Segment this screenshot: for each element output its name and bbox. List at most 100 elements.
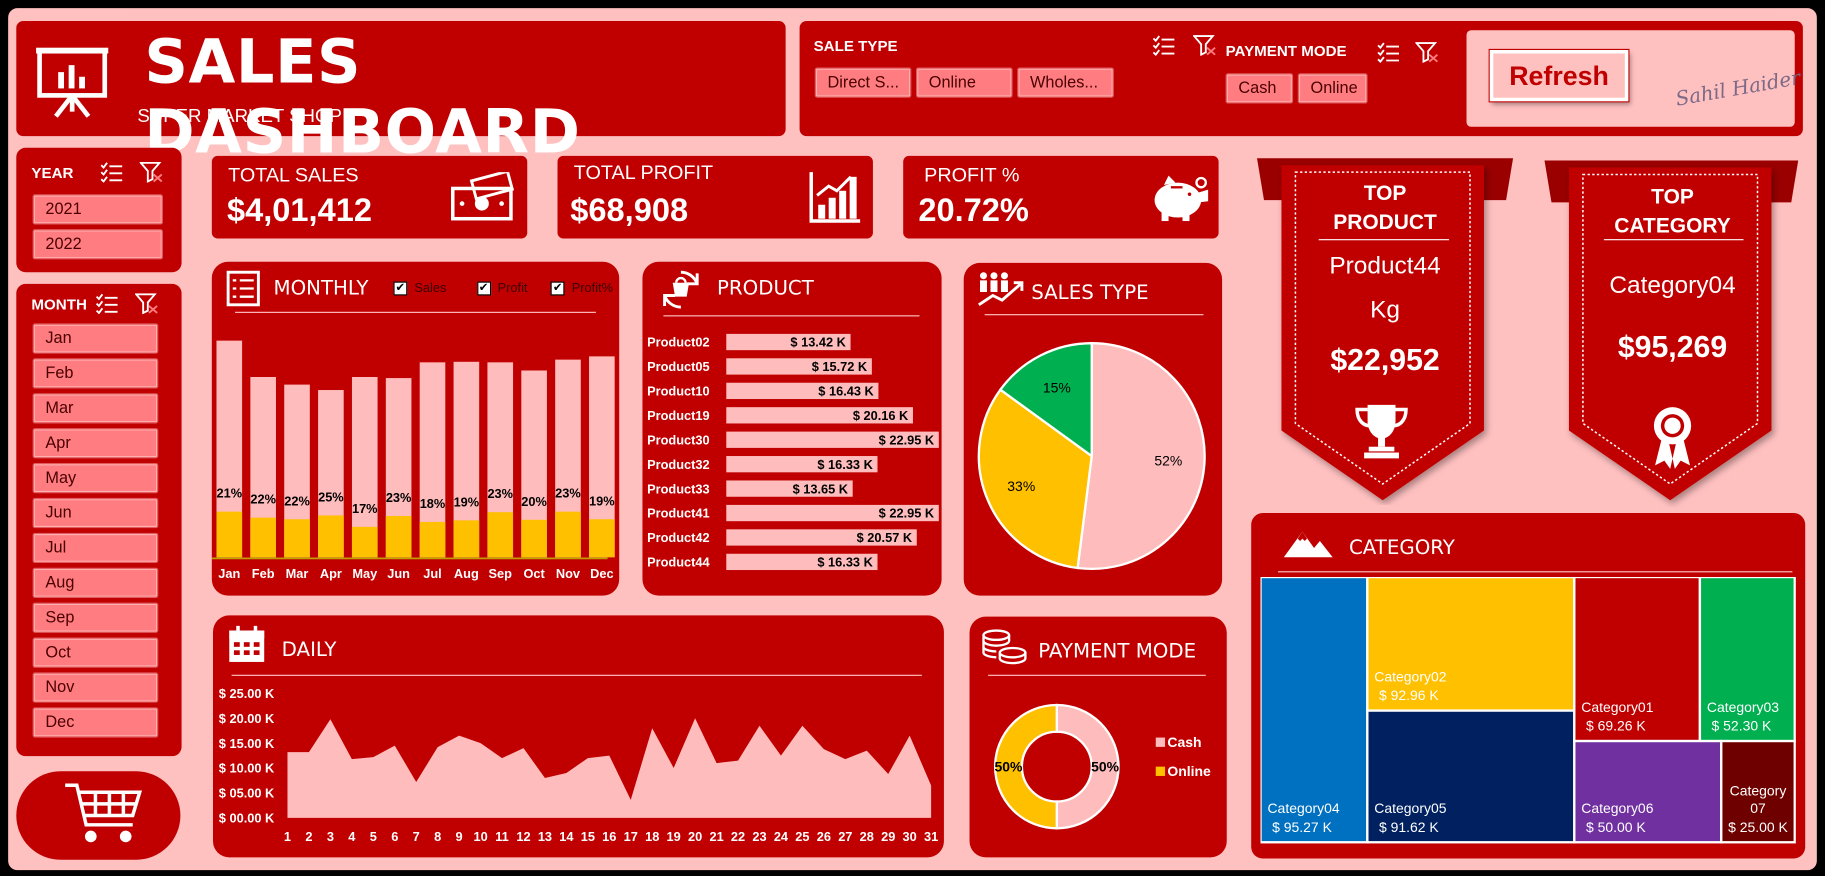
product-tick-product05: Product05 <box>647 359 710 374</box>
shopping-cart-icon <box>65 783 143 843</box>
daily-x-tick-5: 5 <box>370 829 377 844</box>
daily-x-tick-19: 19 <box>667 829 681 844</box>
product-tick-product10: Product10 <box>647 384 710 399</box>
treemap-value-0: $ 95.27 K <box>1272 819 1332 835</box>
year-2021[interactable]: 2021 <box>32 194 163 225</box>
pie-slice-1 <box>977 388 1093 570</box>
treemap-value-3: $ 69.26 K <box>1586 718 1646 734</box>
treemap-value-5: $ 50.00 K <box>1586 819 1646 835</box>
daily-x-tick-8: 8 <box>434 829 441 844</box>
product-bar-product30 <box>726 431 939 448</box>
multi-select-icon[interactable] <box>1377 42 1400 63</box>
daily-x-tick-25: 25 <box>795 829 809 844</box>
clear-filter-icon[interactable] <box>1192 35 1216 56</box>
treemap-tile-0 <box>1260 577 1369 844</box>
mountain-icon <box>1283 531 1333 558</box>
divider <box>1277 571 1793 573</box>
month-may[interactable]: May <box>32 463 159 494</box>
treemap-tile-4 <box>1698 577 1796 743</box>
award-badge-icon <box>1653 407 1692 469</box>
daily-x-tick-20: 20 <box>688 829 702 844</box>
month-apr[interactable]: Apr <box>32 428 159 459</box>
treemap-tile-3 <box>1573 577 1702 743</box>
profit-bar-feb <box>250 517 276 558</box>
month-feb[interactable]: Feb <box>32 358 159 389</box>
treemap-value-1: $ 92.96 K <box>1379 687 1439 703</box>
daily-area <box>287 718 932 818</box>
top-category-ribbon <box>1544 160 1799 501</box>
category-panel: CATEGORY Category04 $ 95.27 K Category02 $ … <box>1251 513 1806 859</box>
month-jul[interactable]: Jul <box>32 532 159 564</box>
month-tick-sep: Sep <box>489 566 513 581</box>
profit-bar-jul <box>419 521 446 558</box>
multi-select-icon[interactable] <box>100 162 123 183</box>
product-bar-product42 <box>726 529 917 546</box>
profit-pct-label-dec: 19% <box>589 493 615 508</box>
top-category-title-1: TOP <box>1651 184 1694 209</box>
product-title: PRODUCT <box>716 276 814 301</box>
sale-type-direct[interactable]: Direct S... <box>814 67 912 98</box>
treemap-name-2: Category05 <box>1374 800 1446 816</box>
multi-select-icon[interactable] <box>95 293 118 315</box>
profit-pct-label-aug: 19% <box>454 494 480 509</box>
profit-pct-label-apr: 25% <box>318 489 344 504</box>
daily-x-tick-7: 7 <box>413 829 420 844</box>
payment-mode-donut-chart: 50% 50% Cash Online <box>993 703 1211 830</box>
month-nov[interactable]: Nov <box>32 672 159 703</box>
month-jun[interactable]: Jun <box>32 497 159 529</box>
product-bar-product19 <box>726 407 913 424</box>
filter-panel: SALE TYPE Direct S... Online Wholes... P… <box>799 20 1803 137</box>
daily-y-tick: $ 15.00 K <box>219 736 275 751</box>
treemap-name-4: Category03 <box>1707 699 1779 715</box>
product-tick-product32: Product32 <box>647 457 710 472</box>
multi-select-icon[interactable] <box>1152 35 1175 56</box>
sales-type-title: SALES TYPE <box>1031 281 1149 305</box>
product-bar-product33 <box>726 480 853 497</box>
legend-swatch-1 <box>1155 766 1166 776</box>
payment-mode-label: PAYMENT MODE <box>1225 41 1347 60</box>
pie-label-2: 15% <box>1043 379 1071 395</box>
donut-slice-0 <box>1055 703 1120 830</box>
profit-bar-dec <box>589 519 615 558</box>
product-value-label: $ 20.57 K <box>857 530 913 545</box>
payment-mode-cash[interactable]: Cash <box>1225 73 1294 104</box>
month-dec[interactable]: Dec <box>32 707 159 738</box>
treemap-name-0: Category04 <box>1267 800 1339 816</box>
month-jan[interactable]: Jan <box>32 323 159 354</box>
treemap-name-3: Category01 <box>1581 699 1653 715</box>
legend-checkbox-profit[interactable]: ✔ <box>476 281 491 296</box>
payment-mode-online[interactable]: Online <box>1297 73 1368 104</box>
profit-bar-jun <box>385 515 412 558</box>
sale-type-online[interactable]: Online <box>915 67 1013 98</box>
product-bar-chart: Product02 $ 13.42 K Product05 $ 15.72 K Prod… <box>647 333 939 571</box>
piggy-bank-icon <box>1154 175 1209 222</box>
top-product-ribbon <box>1257 158 1514 501</box>
product-value-label: $ 15.72 K <box>812 359 868 374</box>
daily-x-tick-16: 16 <box>602 829 616 844</box>
clear-filter-icon[interactable] <box>1415 42 1439 63</box>
sale-type-wholesale[interactable]: Wholes... <box>1017 67 1114 98</box>
month-tick-dec: Dec <box>590 566 613 581</box>
clear-filter-icon[interactable] <box>135 293 158 315</box>
treemap-name-5: Category06 <box>1581 800 1653 816</box>
sale-type-label: SALE TYPE <box>813 37 898 55</box>
legend-swatch-0 <box>1155 737 1166 747</box>
product-panel: PRODUCT Product02 $ 13.42 K Product05 $ 15.… <box>642 261 942 596</box>
product-value-label: $ 16.33 K <box>817 457 873 472</box>
legend-checkbox-sales[interactable]: ✔ <box>393 281 408 296</box>
legend-checkbox-profit-pct[interactable]: ✔ <box>550 281 565 296</box>
daily-x-tick-11: 11 <box>495 829 509 844</box>
daily-panel: DAILY $ 25.00 K $ 20.00 K $ 15.00 K $ 10.00… <box>212 615 944 858</box>
month-sep[interactable]: Sep <box>32 602 159 633</box>
donut-label-1: 50% <box>995 758 1024 774</box>
total-sales-card: TOTAL SALES $4,01,412 <box>211 155 528 239</box>
year-2022[interactable]: 2022 <box>32 229 163 260</box>
refresh-button[interactable]: Refresh <box>1489 50 1629 102</box>
clear-filter-icon[interactable] <box>139 161 163 183</box>
profit-bar-mar <box>284 519 310 558</box>
refresh-area: Refresh Sahil Haider <box>1466 30 1802 127</box>
month-aug[interactable]: Aug <box>32 567 159 598</box>
product-cycle-icon <box>663 270 699 309</box>
month-mar[interactable]: Mar <box>32 393 159 424</box>
month-oct[interactable]: Oct <box>32 637 159 668</box>
